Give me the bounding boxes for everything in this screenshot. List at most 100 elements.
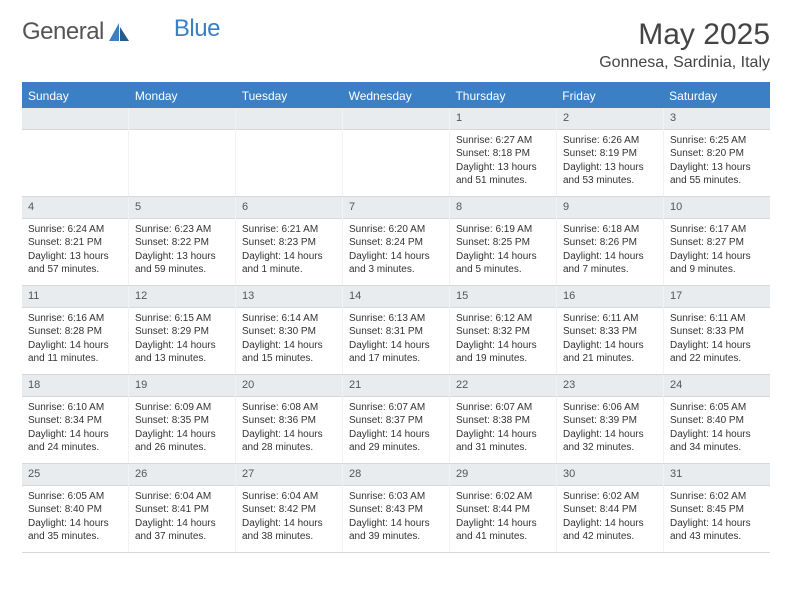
calendar-cell: 31Sunrise: 6:02 AMSunset: 8:45 PMDayligh… <box>664 464 770 552</box>
calendar-cell: 11Sunrise: 6:16 AMSunset: 8:28 PMDayligh… <box>22 286 129 374</box>
day-number-bar: 25 <box>22 464 128 486</box>
cell-body: Sunrise: 6:04 AMSunset: 8:41 PMDaylight:… <box>129 486 235 548</box>
day-number-bar <box>22 108 128 130</box>
day-header: Wednesday <box>343 84 450 108</box>
sunrise-line: Sunrise: 6:13 AM <box>349 312 443 326</box>
sunset-line: Sunset: 8:26 PM <box>563 236 657 250</box>
sunrise-line: Sunrise: 6:14 AM <box>242 312 336 326</box>
sunrise-line: Sunrise: 6:12 AM <box>456 312 550 326</box>
cell-body: Sunrise: 6:10 AMSunset: 8:34 PMDaylight:… <box>22 397 128 459</box>
week-row: 18Sunrise: 6:10 AMSunset: 8:34 PMDayligh… <box>22 375 770 464</box>
week-row: 11Sunrise: 6:16 AMSunset: 8:28 PMDayligh… <box>22 286 770 375</box>
calendar-cell: 17Sunrise: 6:11 AMSunset: 8:33 PMDayligh… <box>664 286 770 374</box>
day-number-bar: 30 <box>557 464 663 486</box>
day-number-bar: 29 <box>450 464 556 486</box>
day-header: Friday <box>556 84 663 108</box>
cell-body <box>129 130 235 190</box>
sunset-line: Sunset: 8:41 PM <box>135 503 229 517</box>
day-number-bar: 22 <box>450 375 556 397</box>
day-number-bar <box>343 108 449 130</box>
cell-body <box>343 130 449 190</box>
day-number-bar: 11 <box>22 286 128 308</box>
daylight-line: Daylight: 14 hours and 41 minutes. <box>456 517 550 544</box>
cell-body: Sunrise: 6:07 AMSunset: 8:38 PMDaylight:… <box>450 397 556 459</box>
cell-body: Sunrise: 6:05 AMSunset: 8:40 PMDaylight:… <box>22 486 128 548</box>
location-subtitle: Gonnesa, Sardinia, Italy <box>599 54 770 72</box>
sunrise-line: Sunrise: 6:04 AM <box>242 490 336 504</box>
daylight-line: Daylight: 14 hours and 1 minute. <box>242 250 336 277</box>
sunrise-line: Sunrise: 6:18 AM <box>563 223 657 237</box>
sunrise-line: Sunrise: 6:03 AM <box>349 490 443 504</box>
cell-body: Sunrise: 6:03 AMSunset: 8:43 PMDaylight:… <box>343 486 449 548</box>
daylight-line: Daylight: 14 hours and 39 minutes. <box>349 517 443 544</box>
sunset-line: Sunset: 8:23 PM <box>242 236 336 250</box>
daylight-line: Daylight: 14 hours and 7 minutes. <box>563 250 657 277</box>
sunset-line: Sunset: 8:38 PM <box>456 414 550 428</box>
cell-body: Sunrise: 6:17 AMSunset: 8:27 PMDaylight:… <box>664 219 770 281</box>
week-row: 25Sunrise: 6:05 AMSunset: 8:40 PMDayligh… <box>22 464 770 553</box>
day-number-bar: 28 <box>343 464 449 486</box>
sunrise-line: Sunrise: 6:17 AM <box>670 223 764 237</box>
calendar-cell: 25Sunrise: 6:05 AMSunset: 8:40 PMDayligh… <box>22 464 129 552</box>
calendar-cell: 16Sunrise: 6:11 AMSunset: 8:33 PMDayligh… <box>557 286 664 374</box>
calendar-cell: 30Sunrise: 6:02 AMSunset: 8:44 PMDayligh… <box>557 464 664 552</box>
day-header: Tuesday <box>236 84 343 108</box>
cell-body: Sunrise: 6:07 AMSunset: 8:37 PMDaylight:… <box>343 397 449 459</box>
month-title: May 2025 <box>599 18 770 52</box>
cell-body: Sunrise: 6:24 AMSunset: 8:21 PMDaylight:… <box>22 219 128 281</box>
week-row: 1Sunrise: 6:27 AMSunset: 8:18 PMDaylight… <box>22 108 770 197</box>
cell-body: Sunrise: 6:13 AMSunset: 8:31 PMDaylight:… <box>343 308 449 370</box>
sunset-line: Sunset: 8:39 PM <box>563 414 657 428</box>
day-header: Sunday <box>22 84 129 108</box>
calendar-cell: 12Sunrise: 6:15 AMSunset: 8:29 PMDayligh… <box>129 286 236 374</box>
day-number-bar: 8 <box>450 197 556 219</box>
sunset-line: Sunset: 8:45 PM <box>670 503 764 517</box>
day-number-bar: 21 <box>343 375 449 397</box>
sunset-line: Sunset: 8:32 PM <box>456 325 550 339</box>
sunset-line: Sunset: 8:25 PM <box>456 236 550 250</box>
day-number-bar: 17 <box>664 286 770 308</box>
calendar-cell-empty <box>22 108 129 196</box>
daylight-line: Daylight: 13 hours and 59 minutes. <box>135 250 229 277</box>
daylight-line: Daylight: 14 hours and 17 minutes. <box>349 339 443 366</box>
calendar-cell: 15Sunrise: 6:12 AMSunset: 8:32 PMDayligh… <box>450 286 557 374</box>
day-number-bar: 6 <box>236 197 342 219</box>
daylight-line: Daylight: 13 hours and 57 minutes. <box>28 250 122 277</box>
cell-body <box>236 130 342 190</box>
cell-body: Sunrise: 6:26 AMSunset: 8:19 PMDaylight:… <box>557 130 663 192</box>
day-number-bar: 9 <box>557 197 663 219</box>
sunset-line: Sunset: 8:35 PM <box>135 414 229 428</box>
sunrise-line: Sunrise: 6:25 AM <box>670 134 764 148</box>
day-number-bar: 18 <box>22 375 128 397</box>
sunrise-line: Sunrise: 6:02 AM <box>670 490 764 504</box>
sunset-line: Sunset: 8:33 PM <box>670 325 764 339</box>
cell-body: Sunrise: 6:15 AMSunset: 8:29 PMDaylight:… <box>129 308 235 370</box>
daylight-line: Daylight: 14 hours and 32 minutes. <box>563 428 657 455</box>
daylight-line: Daylight: 14 hours and 42 minutes. <box>563 517 657 544</box>
daylight-line: Daylight: 14 hours and 3 minutes. <box>349 250 443 277</box>
cell-body: Sunrise: 6:12 AMSunset: 8:32 PMDaylight:… <box>450 308 556 370</box>
sunset-line: Sunset: 8:43 PM <box>349 503 443 517</box>
sunset-line: Sunset: 8:40 PM <box>670 414 764 428</box>
sunrise-line: Sunrise: 6:04 AM <box>135 490 229 504</box>
sunset-line: Sunset: 8:29 PM <box>135 325 229 339</box>
daylight-line: Daylight: 14 hours and 5 minutes. <box>456 250 550 277</box>
calendar-cell-empty <box>236 108 343 196</box>
daylight-line: Daylight: 14 hours and 22 minutes. <box>670 339 764 366</box>
sunrise-line: Sunrise: 6:02 AM <box>456 490 550 504</box>
sunrise-line: Sunrise: 6:10 AM <box>28 401 122 415</box>
cell-body: Sunrise: 6:19 AMSunset: 8:25 PMDaylight:… <box>450 219 556 281</box>
calendar-cell: 28Sunrise: 6:03 AMSunset: 8:43 PMDayligh… <box>343 464 450 552</box>
cell-body: Sunrise: 6:02 AMSunset: 8:45 PMDaylight:… <box>664 486 770 548</box>
calendar-cell: 3Sunrise: 6:25 AMSunset: 8:20 PMDaylight… <box>664 108 770 196</box>
cell-body: Sunrise: 6:09 AMSunset: 8:35 PMDaylight:… <box>129 397 235 459</box>
day-number-bar: 23 <box>557 375 663 397</box>
sunrise-line: Sunrise: 6:16 AM <box>28 312 122 326</box>
sunrise-line: Sunrise: 6:19 AM <box>456 223 550 237</box>
calendar-cell: 27Sunrise: 6:04 AMSunset: 8:42 PMDayligh… <box>236 464 343 552</box>
cell-body: Sunrise: 6:05 AMSunset: 8:40 PMDaylight:… <box>664 397 770 459</box>
sunset-line: Sunset: 8:40 PM <box>28 503 122 517</box>
day-number-bar: 24 <box>664 375 770 397</box>
sunrise-line: Sunrise: 6:05 AM <box>670 401 764 415</box>
daylight-line: Daylight: 14 hours and 15 minutes. <box>242 339 336 366</box>
